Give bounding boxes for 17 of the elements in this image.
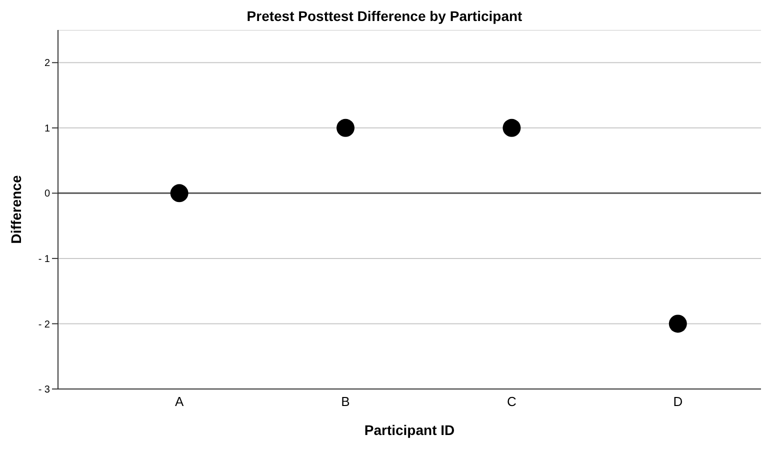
- point: [336, 118, 355, 137]
- x-tick-label: B: [341, 394, 350, 410]
- y-tick-label: - 1: [38, 254, 50, 266]
- x-tick-label: A: [174, 394, 184, 410]
- point: [668, 314, 687, 333]
- y-tick-label: 2: [44, 58, 50, 70]
- x-tick-label: C: [507, 394, 516, 410]
- point: [170, 184, 188, 202]
- y-axis-title: Difference: [8, 175, 24, 244]
- y-tick-label: - 2: [38, 319, 50, 330]
- x-axis-title: Participant ID: [364, 422, 455, 438]
- y-tick-label: - 3: [38, 384, 50, 396]
- y-tick-label: 0: [44, 188, 50, 200]
- x-tick-label: D: [673, 394, 683, 410]
- point: [502, 118, 521, 137]
- chart-title: Pretest Posttest Difference by Participant: [246, 8, 524, 26]
- y-tick-label: 1: [44, 123, 50, 134]
